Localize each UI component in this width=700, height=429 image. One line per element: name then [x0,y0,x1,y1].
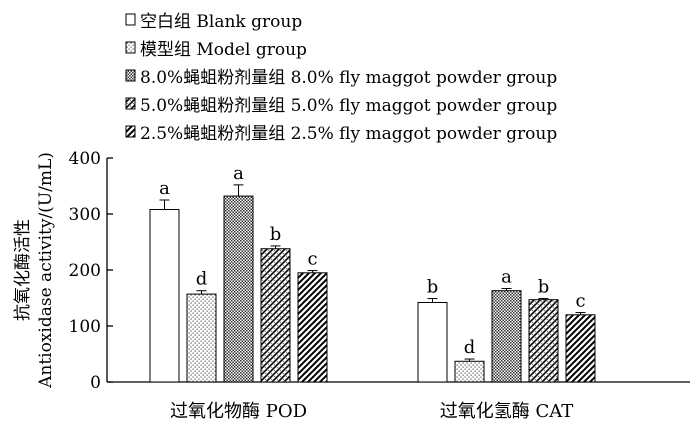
x-category-label: 过氧化物酶 POD [170,401,307,422]
legend-swatch [125,69,136,82]
legend-label: 2.5%蝇蛆粉剂量组 2.5% fly maggot powder group [140,124,557,144]
legend-label: 模型组 Model group [140,40,307,60]
legend-swatch [125,13,136,26]
bar [149,209,180,383]
legend: 空白组 Blank group 模型组 Model group 8.0%蝇蛆粉剂量组… [125,12,557,144]
bar [528,299,559,383]
significance-label: b [270,224,282,245]
significance-label: a [159,178,170,199]
legend-label: 5.0%蝇蛆粉剂量组 5.0% fly maggot powder group [140,96,557,116]
legend-label: 8.0%蝇蛆粉剂量组 8.0% fly maggot powder group [140,68,557,88]
bar [223,195,254,383]
significance-label: a [501,266,512,287]
y-axis-title-en: Antioxidase activity/(U/mL) [36,152,56,389]
bar [260,248,291,383]
significance-label: b [538,277,550,298]
legend-label: 空白组 Blank group [140,12,302,32]
y-tick-label: 300 [69,205,101,225]
y-tick-label: 200 [69,261,101,281]
y-tick-label: 100 [69,317,101,337]
legend-swatch [125,41,136,54]
significance-label: c [307,249,317,270]
y-tick-label: 400 [69,149,101,169]
legend-swatch [125,125,136,138]
y-axis-title: 抗氧化酶活性 Antioxidase activity/(U/mL) [13,152,56,389]
bar [417,301,448,383]
bar [565,314,596,383]
bar [454,360,485,383]
significance-label: b [427,277,439,298]
bars: a b d d a a b b c c [149,163,596,383]
x-category-label: 过氧化氢酶 CAT [440,401,574,422]
x-category-labels: 过氧化物酶 POD 过氧化氢酶 CAT [170,401,573,422]
significance-label: d [464,337,476,358]
significance-label: d [196,269,208,290]
bar [186,293,217,383]
significance-label: c [575,291,585,312]
axes: 0 100 200 300 400 [69,149,690,393]
significance-label: a [233,163,244,184]
bar [297,272,328,383]
y-tick-label: 0 [90,373,101,393]
legend-swatch [125,97,136,110]
bar [491,290,522,383]
y-axis-title-cn: 抗氧化酶活性 [13,219,33,321]
